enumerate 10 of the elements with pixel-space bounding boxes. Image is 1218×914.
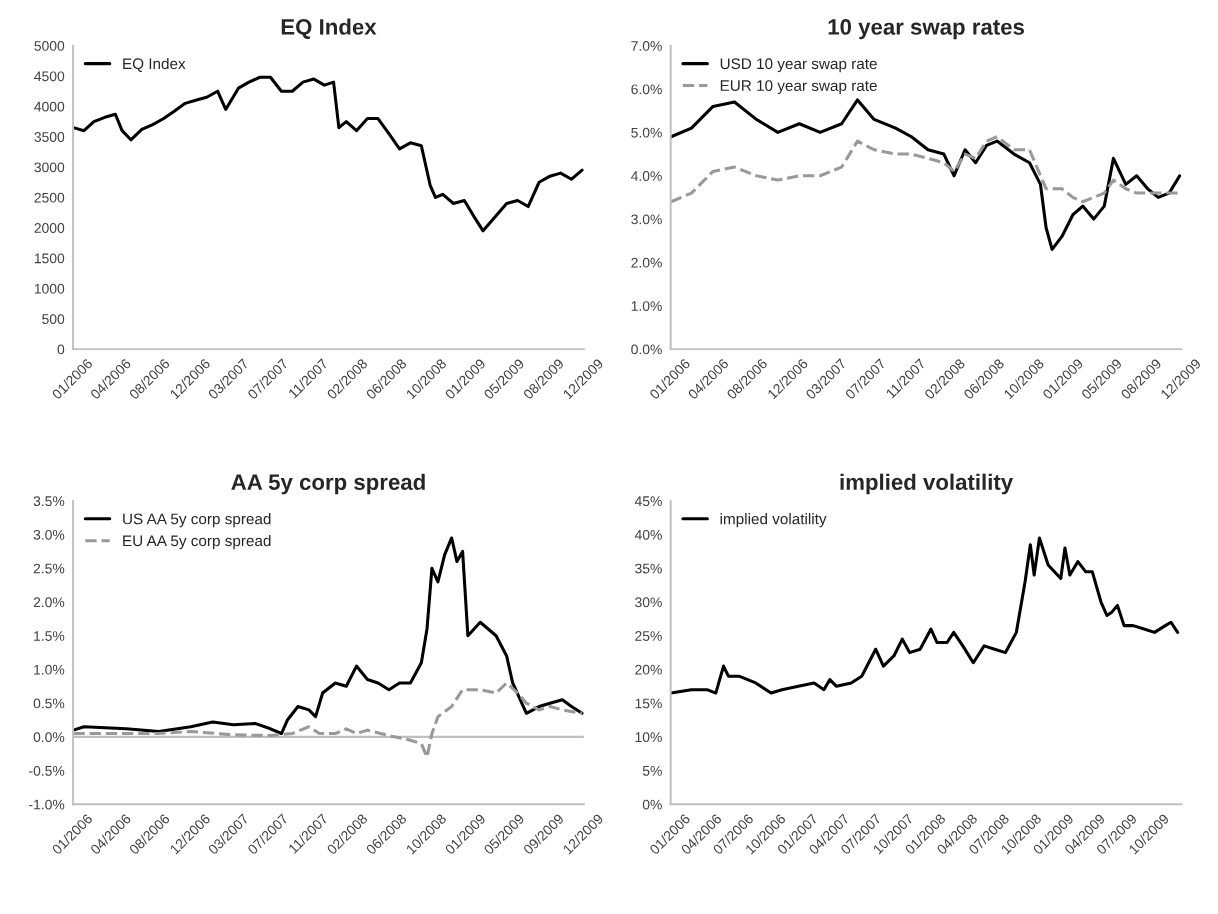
line-series (73, 536, 584, 736)
chart-title: implied volatility (840, 473, 1014, 495)
line-series (73, 681, 584, 759)
chart-title: 10 year swap rates (828, 19, 1024, 40)
chart-title: AA 5y corp spread (231, 473, 425, 495)
line-series (73, 75, 584, 233)
line-series (670, 536, 1180, 695)
chart-title: EQ Index (281, 18, 377, 39)
line-series (670, 98, 1182, 251)
line-series (670, 135, 1182, 204)
